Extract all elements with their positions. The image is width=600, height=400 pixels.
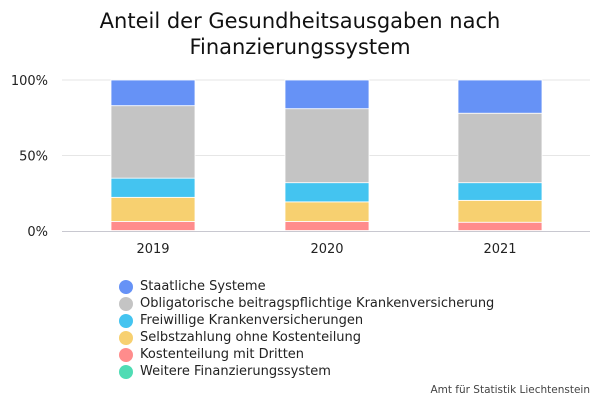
bar-segment — [110, 221, 196, 231]
y-tick-label: 50% — [19, 150, 48, 165]
legend-item: Kostenteilung mit Dritten — [119, 346, 494, 363]
stacked-bar-chart: 0% 50% 100% 2019 2020 2021 — [11, 74, 590, 257]
legend-label: Staatliche Systeme — [140, 279, 266, 294]
bar-segment — [284, 108, 370, 184]
bar-segment — [110, 177, 196, 198]
bar-segment — [110, 196, 196, 222]
bar-segment — [457, 199, 543, 223]
chart-title: Anteil der Gesundheitsausgaben nach Fina… — [99, 9, 501, 59]
legend-item: Staatliche Systeme — [119, 278, 494, 295]
bar-segment — [284, 221, 370, 231]
legend-item: Weitere Finanzierungssystem — [119, 363, 494, 380]
chart-legend: Staatliche Systeme Obligatorische beitrag… — [119, 278, 494, 380]
legend-label: Weitere Finanzierungssystem — [140, 364, 331, 379]
legend-swatch-icon — [119, 313, 133, 328]
legend-swatch-icon — [119, 296, 133, 311]
bar-segment — [110, 79, 196, 107]
bar-segment — [110, 105, 196, 179]
legend-item: Obligatorische beitragspflichtige Kranke… — [119, 295, 494, 312]
source-note: Amt für Statistik Liechtenstein — [430, 384, 590, 396]
bar-segment — [457, 79, 543, 114]
bar-segment — [284, 79, 370, 110]
y-tick-label: 100% — [11, 74, 48, 89]
x-tick-label: 2020 — [310, 242, 343, 257]
x-tick-label: 2019 — [136, 242, 169, 257]
legend-swatch-icon — [119, 364, 133, 379]
legend-swatch-icon — [119, 279, 133, 294]
bar-segment — [284, 201, 370, 222]
y-tick-label: 0% — [27, 225, 48, 240]
legend-label: Freiwillige Krankenversicherungen — [140, 313, 364, 328]
bar-segment — [457, 182, 543, 201]
legend-swatch-icon — [119, 330, 133, 345]
legend-item: Selbstzahlung ohne Kostenteilung — [119, 329, 494, 346]
bar-segment — [457, 112, 543, 184]
bar-segment — [457, 221, 543, 231]
legend-swatch-icon — [119, 347, 133, 362]
legend-label: Obligatorische beitragspflichtige Kranke… — [140, 296, 495, 311]
legend-item: Freiwillige Krankenversicherungen — [119, 312, 494, 329]
legend-label: Selbstzahlung ohne Kostenteilung — [140, 330, 362, 345]
x-tick-label: 2021 — [483, 242, 516, 257]
bar-segment — [284, 182, 370, 203]
legend-label: Kostenteilung mit Dritten — [140, 347, 305, 362]
